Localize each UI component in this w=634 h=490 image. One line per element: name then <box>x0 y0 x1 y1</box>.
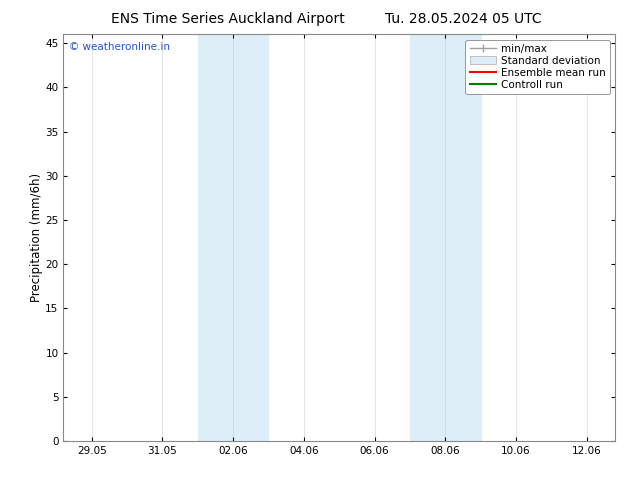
Y-axis label: Precipitation (mm/6h): Precipitation (mm/6h) <box>30 173 42 302</box>
Bar <box>198 34 268 441</box>
Text: Tu. 28.05.2024 05 UTC: Tu. 28.05.2024 05 UTC <box>384 12 541 26</box>
Bar <box>410 34 481 441</box>
Legend: min/max, Standard deviation, Ensemble mean run, Controll run: min/max, Standard deviation, Ensemble me… <box>465 40 610 94</box>
Text: ENS Time Series Auckland Airport: ENS Time Series Auckland Airport <box>112 12 345 26</box>
Text: © weatheronline.in: © weatheronline.in <box>69 43 170 52</box>
